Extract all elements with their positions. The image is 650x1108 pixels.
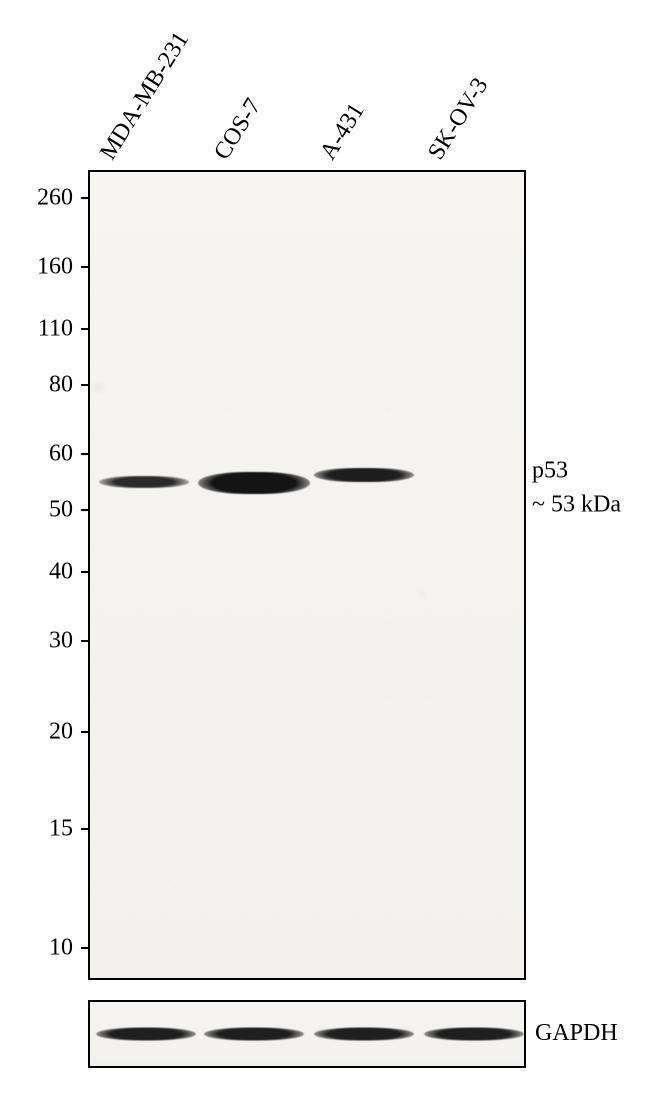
target-name-label: p53 <box>532 458 568 485</box>
mw-label-50: 50 <box>49 497 73 524</box>
artifact-dot <box>94 382 104 392</box>
membrane-noise <box>90 172 524 978</box>
gapdh-label: GAPDH <box>535 1020 618 1047</box>
mw-label-60: 60 <box>49 441 73 468</box>
mw-label-10: 10 <box>49 935 73 962</box>
mw-marker-labels: 260 160 110 80 60 50 40 30 20 15 10 <box>0 170 85 980</box>
right-annotation-group: p53 ~ 53 kDa <box>532 170 647 980</box>
gapdh-band-lane4 <box>424 1028 524 1041</box>
mw-label-30: 30 <box>49 628 73 655</box>
mw-label-110: 110 <box>38 315 73 342</box>
p53-band-lane1 <box>99 476 189 488</box>
mw-label-260: 260 <box>37 184 73 211</box>
artifact-dot <box>420 592 424 596</box>
lane-label-3: A-431 <box>315 99 370 165</box>
gapdh-blot-membrane <box>88 1000 526 1068</box>
p53-band-lane2 <box>198 472 310 494</box>
mw-label-40: 40 <box>49 558 73 585</box>
main-blot-membrane <box>88 170 526 980</box>
gapdh-band-lane3 <box>314 1028 414 1041</box>
western-blot-figure: MDA-MB-231 COS-7 A-431 SK-OV-3 260 160 1… <box>0 0 650 1108</box>
lane-label-1: MDA-MB-231 <box>95 27 195 165</box>
lane-label-2: COS-7 <box>209 94 267 165</box>
gapdh-band-lane2 <box>204 1028 304 1041</box>
lane-label-4: SK-OV-3 <box>423 73 494 165</box>
mw-label-20: 20 <box>49 719 73 746</box>
target-mw-label: ~ 53 kDa <box>532 492 621 519</box>
mw-label-15: 15 <box>49 815 73 842</box>
p53-band-lane3 <box>314 468 414 482</box>
gapdh-band-lane1 <box>96 1028 196 1041</box>
mw-label-80: 80 <box>49 372 73 399</box>
lane-labels-group: MDA-MB-231 COS-7 A-431 SK-OV-3 <box>88 10 526 165</box>
mw-label-160: 160 <box>37 254 73 281</box>
